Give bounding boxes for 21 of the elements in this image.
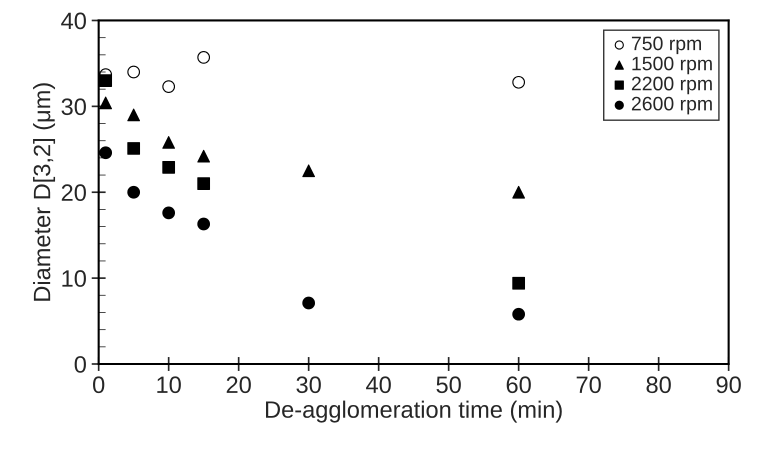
x-tick-label: 0 <box>93 376 104 394</box>
x-tick-label: 70 <box>576 376 601 394</box>
x-tick-label: 20 <box>226 376 251 394</box>
x-tick-label: 40 <box>366 376 391 394</box>
x-tick-label: 80 <box>646 376 671 394</box>
y-tick-label: 0 <box>74 356 86 373</box>
legend-label: 750 rpm <box>632 36 701 54</box>
x-tick-label: 60 <box>506 376 531 394</box>
x-tick-label: 30 <box>296 376 321 394</box>
x-axis-title: De-agglomeration time (min) <box>266 400 562 423</box>
legend-label: 2200 rpm <box>632 76 712 94</box>
x-tick-label: 90 <box>716 376 741 394</box>
y-tick-label: 30 <box>62 98 86 116</box>
y-tick-label: 10 <box>62 270 86 287</box>
y-tick-label: 20 <box>62 184 86 202</box>
y-tick-label: 40 <box>61 12 86 30</box>
x-tick-label: 50 <box>436 376 461 394</box>
x-tick-label: 10 <box>157 376 181 394</box>
legend-label: 2600 rpm <box>632 96 712 114</box>
y-axis-title: Diameter D[3,2] (μm) <box>33 83 56 301</box>
legend-label: 1500 rpm <box>632 56 712 74</box>
